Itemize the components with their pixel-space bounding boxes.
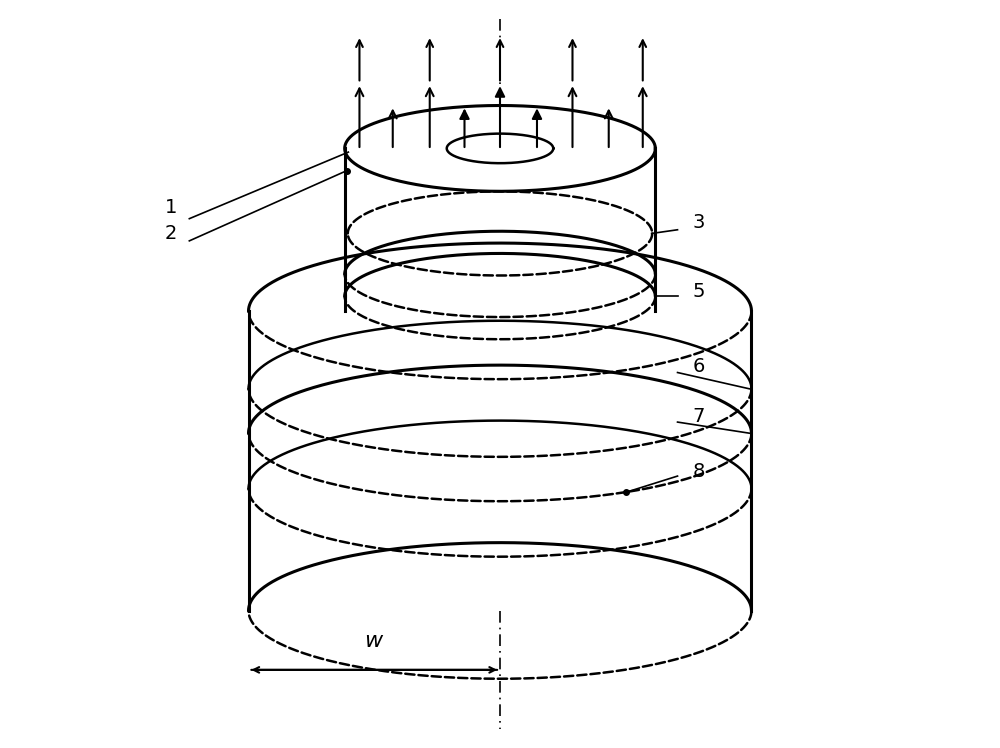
Text: $w$: $w$ xyxy=(364,631,384,652)
Text: 3: 3 xyxy=(692,213,705,232)
Text: 6: 6 xyxy=(692,357,705,376)
Text: 5: 5 xyxy=(692,282,705,301)
Text: 8: 8 xyxy=(692,462,705,481)
Text: 2: 2 xyxy=(165,224,177,243)
Text: 7: 7 xyxy=(692,408,705,426)
Text: 1: 1 xyxy=(165,198,177,217)
